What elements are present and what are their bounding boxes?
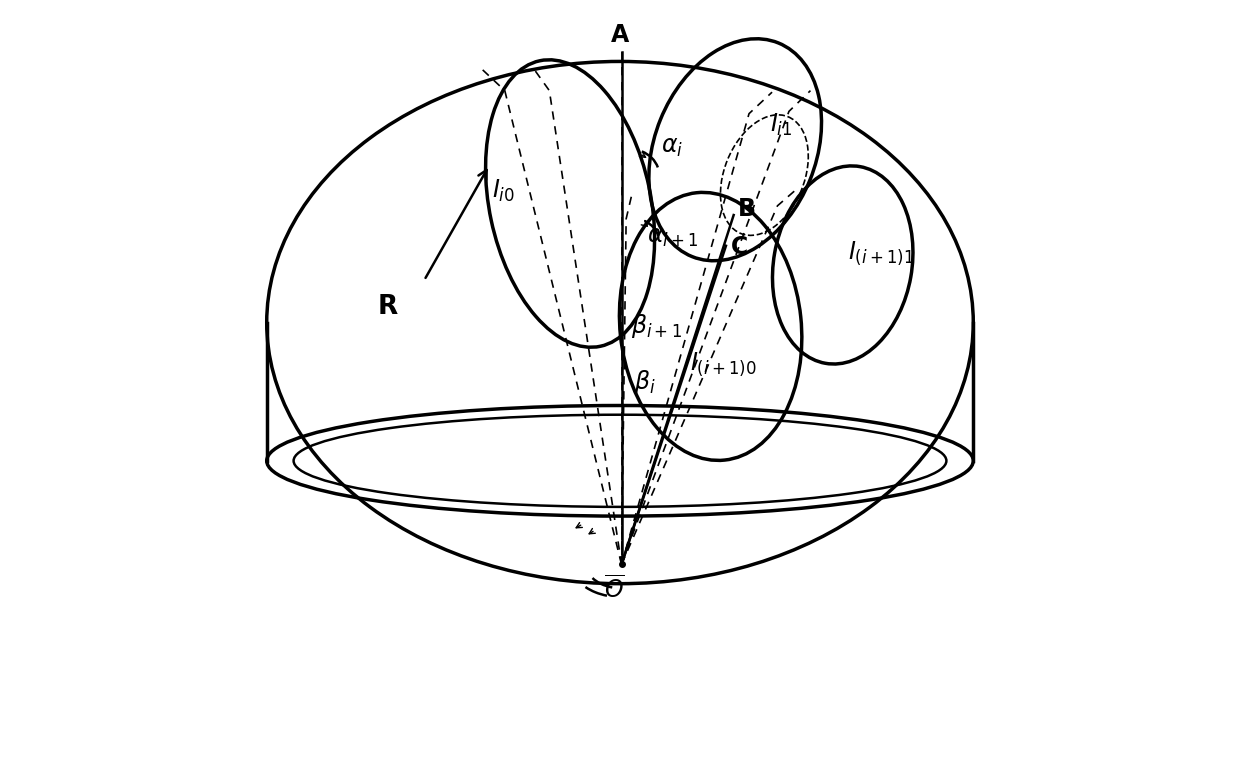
Text: $\alpha_{i+1}$: $\alpha_{i+1}$ xyxy=(646,224,698,249)
Text: $\overline{O}^{-}$: $\overline{O}^{-}$ xyxy=(604,576,636,604)
Text: $I_{(i+1)0}$: $I_{(i+1)0}$ xyxy=(691,351,758,379)
Text: $I_{i1}$: $I_{i1}$ xyxy=(770,111,792,137)
Text: B: B xyxy=(738,197,755,221)
Text: R: R xyxy=(378,294,398,320)
Text: $\alpha_i$: $\alpha_i$ xyxy=(661,135,683,160)
Text: $I_{i0}$: $I_{i0}$ xyxy=(492,177,515,204)
Text: $\beta_i$: $\beta_i$ xyxy=(634,369,656,396)
Text: $I_{(i+1)1}$: $I_{(i+1)1}$ xyxy=(848,240,914,267)
Text: $\beta_{i+1}$: $\beta_{i+1}$ xyxy=(631,313,682,340)
Text: C: C xyxy=(730,235,748,260)
Text: A: A xyxy=(611,22,629,47)
